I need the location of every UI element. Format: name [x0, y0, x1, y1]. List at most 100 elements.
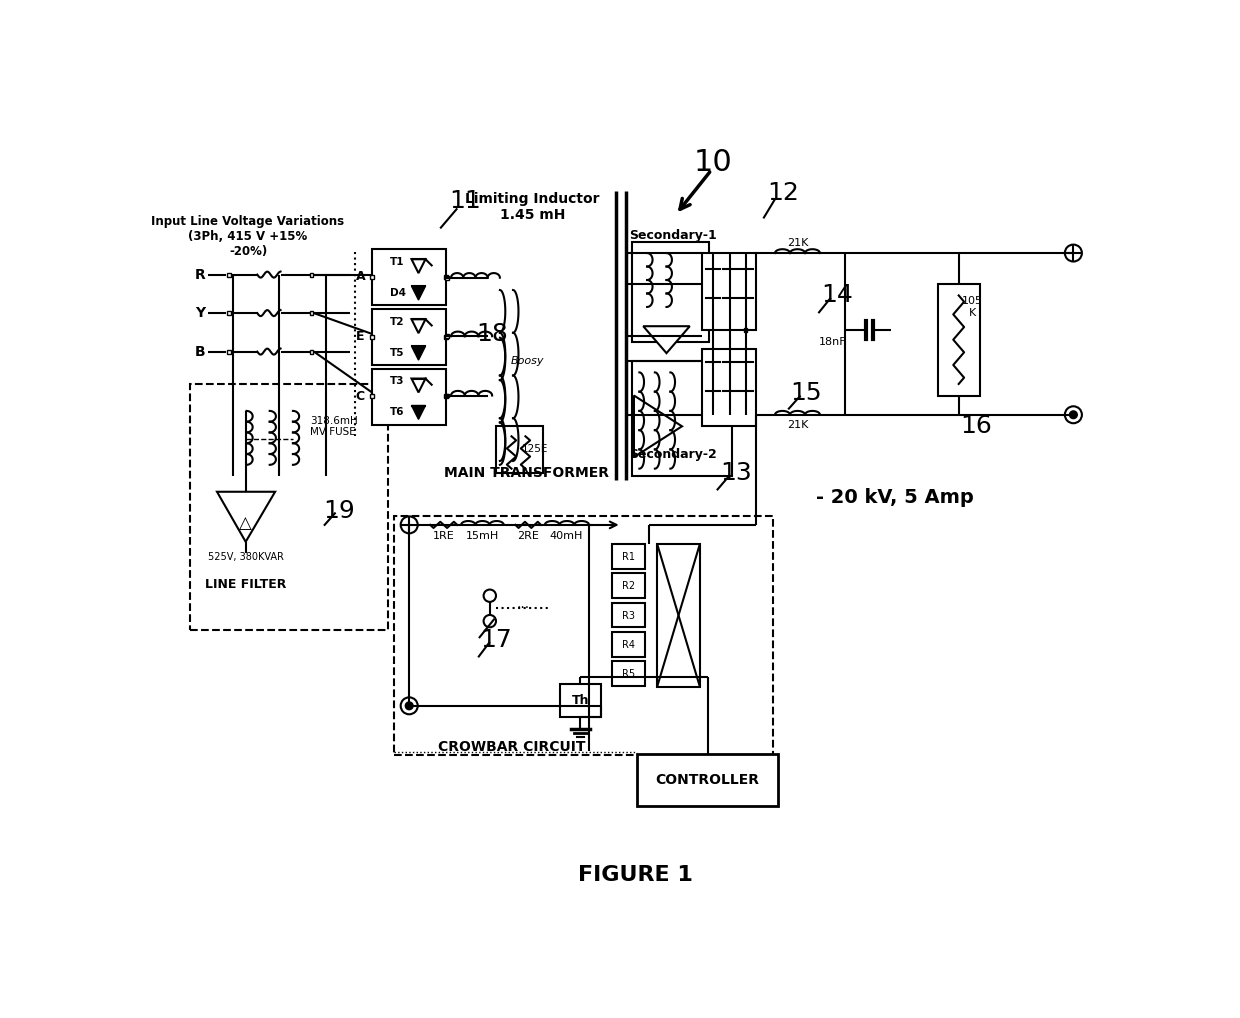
Text: R4: R4 — [622, 640, 635, 649]
Text: 525V, 380KVAR: 525V, 380KVAR — [208, 552, 284, 562]
Text: Th: Th — [572, 694, 589, 706]
Text: MAIN TRANSFORMER: MAIN TRANSFORMER — [444, 465, 610, 479]
Text: R2: R2 — [622, 581, 635, 591]
Text: 2RE: 2RE — [517, 530, 539, 541]
Bar — [702, 349, 756, 427]
Polygon shape — [723, 361, 737, 376]
Bar — [631, 241, 709, 342]
Text: 18nF: 18nF — [820, 337, 847, 346]
Text: 14: 14 — [821, 283, 853, 307]
Bar — [444, 394, 448, 398]
Bar — [444, 275, 448, 279]
Bar — [496, 427, 543, 472]
Bar — [310, 312, 314, 315]
Text: E: E — [356, 331, 365, 343]
Polygon shape — [739, 269, 753, 283]
Polygon shape — [412, 405, 425, 419]
Circle shape — [1065, 244, 1081, 262]
Text: T1: T1 — [391, 257, 404, 267]
Circle shape — [484, 589, 496, 602]
Bar — [227, 350, 231, 353]
Text: R3: R3 — [622, 611, 635, 621]
Text: R1: R1 — [622, 552, 635, 562]
Polygon shape — [706, 391, 720, 405]
Text: - 20 kV, 5 Amp: - 20 kV, 5 Amp — [816, 489, 973, 507]
Polygon shape — [739, 298, 753, 313]
Text: Secondary-1: Secondary-1 — [629, 229, 717, 242]
Text: 12: 12 — [766, 181, 799, 205]
Text: 11: 11 — [449, 188, 481, 213]
Circle shape — [401, 697, 418, 715]
Text: ...: ... — [517, 598, 529, 611]
Polygon shape — [723, 391, 737, 405]
Polygon shape — [412, 346, 425, 360]
Text: 318.6mH
MV FUSE: 318.6mH MV FUSE — [310, 415, 358, 437]
Bar — [445, 334, 449, 338]
Text: B: B — [195, 345, 206, 358]
Circle shape — [401, 516, 418, 533]
Text: 13: 13 — [720, 460, 753, 485]
Circle shape — [405, 702, 413, 710]
Text: T6: T6 — [391, 407, 404, 417]
Polygon shape — [739, 391, 753, 405]
Bar — [613, 603, 645, 627]
Bar — [310, 350, 314, 353]
Text: 21K: 21K — [787, 419, 808, 430]
Text: 18: 18 — [476, 322, 508, 346]
Polygon shape — [706, 298, 720, 313]
Text: 1RE: 1RE — [433, 530, 455, 541]
Text: Secondary-2: Secondary-2 — [629, 448, 717, 461]
Circle shape — [1069, 411, 1078, 418]
Bar — [637, 753, 779, 806]
Text: 17: 17 — [480, 628, 512, 652]
Text: 10: 10 — [693, 148, 733, 177]
Text: CROWBAR CIRCUIT: CROWBAR CIRCUIT — [438, 740, 585, 754]
Bar — [372, 309, 445, 365]
Bar — [657, 544, 699, 686]
Text: 19: 19 — [324, 499, 356, 523]
Text: Input Line Voltage Variations
(3Ph, 415 V +15%
-20%): Input Line Voltage Variations (3Ph, 415 … — [151, 215, 345, 258]
Polygon shape — [723, 269, 737, 283]
Polygon shape — [644, 326, 689, 353]
Text: 15: 15 — [790, 381, 822, 405]
Text: R5: R5 — [622, 669, 635, 679]
Circle shape — [1065, 406, 1081, 423]
Polygon shape — [412, 260, 425, 273]
Text: Boosy: Boosy — [510, 356, 544, 365]
Bar — [370, 275, 374, 279]
Bar — [445, 394, 449, 397]
Bar — [372, 369, 445, 425]
Bar — [372, 249, 445, 305]
Polygon shape — [634, 396, 682, 457]
Bar — [702, 253, 756, 330]
Text: T2: T2 — [391, 317, 404, 327]
Text: 40mH: 40mH — [549, 530, 583, 541]
Text: T5: T5 — [391, 348, 404, 358]
Polygon shape — [412, 379, 425, 392]
Bar — [937, 284, 981, 396]
Text: R: R — [195, 268, 206, 282]
Text: 105
K: 105 K — [962, 296, 983, 318]
Text: △: △ — [239, 513, 252, 531]
Polygon shape — [739, 361, 753, 376]
Polygon shape — [412, 320, 425, 333]
Bar — [613, 661, 645, 686]
Text: FIGURE 1: FIGURE 1 — [578, 865, 693, 886]
Bar — [227, 273, 231, 277]
Text: A: A — [356, 271, 366, 283]
Bar — [227, 312, 231, 315]
Text: T3: T3 — [391, 376, 404, 386]
Text: D4: D4 — [389, 288, 405, 298]
Bar — [613, 632, 645, 657]
Polygon shape — [412, 286, 425, 300]
Text: CONTROLLER: CONTROLLER — [656, 773, 760, 787]
Text: C: C — [356, 390, 365, 403]
Bar — [370, 394, 374, 398]
Text: 21K: 21K — [787, 238, 808, 248]
Circle shape — [484, 615, 496, 627]
Bar — [613, 544, 645, 569]
Bar — [394, 516, 774, 755]
Bar — [445, 276, 449, 280]
Bar — [310, 273, 314, 277]
Polygon shape — [706, 269, 720, 283]
